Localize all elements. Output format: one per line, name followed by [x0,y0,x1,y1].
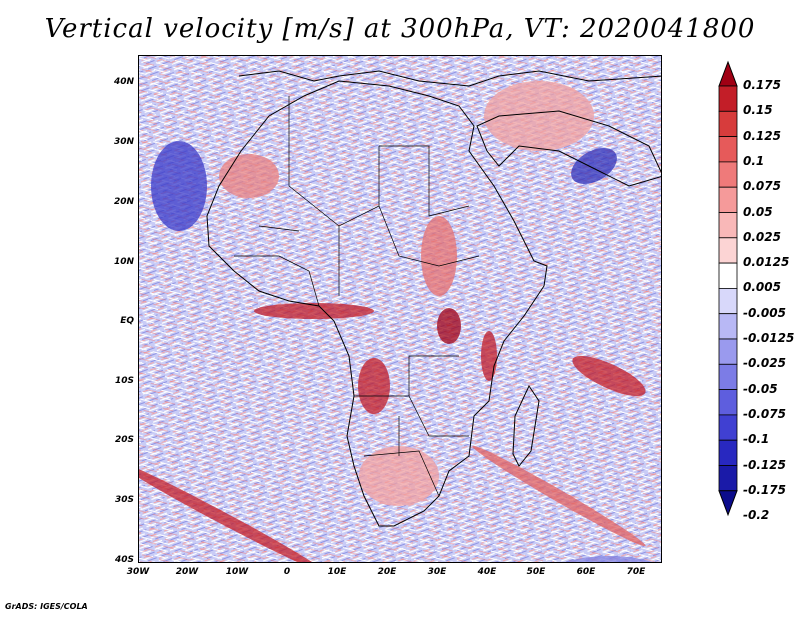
pos-region-ethiopia [421,216,457,296]
colorbar-segment [718,262,738,289]
colorbar-segment [718,161,738,188]
lon-tick-label: 60E [576,567,596,577]
lat-tick-label: 10N [113,257,134,267]
pos-band-equatorial-atlantic [254,303,374,319]
colorbar-tick-label: -0.05 [743,381,778,396]
border-3 [338,205,480,296]
country-borders [234,96,480,497]
colorbar-segment [718,212,738,239]
velocity-map [138,55,662,563]
colorbar-segment [718,287,738,315]
colorbar-segment [718,363,738,390]
colorbar-tick-label: -0.1 [743,432,770,447]
colorbar-segment [718,338,738,365]
plot-title: Vertical velocity [m/s] at 300hPa, VT: 2… [44,14,756,44]
coastlines [206,70,661,527]
lat-tick-label: 20N [113,197,134,207]
colorbar-segment [718,186,738,213]
colorbar-tick-label: 0.005 [743,280,781,295]
colorbar-tick-label: -0.2 [743,508,770,523]
border-6 [234,225,320,307]
lon-tick-label: 20W [175,567,199,577]
colorbar-tick-label: 0.075 [743,179,781,194]
lat-tick-label: 20S [114,435,134,445]
colorbar-segment [718,85,738,112]
map-canvas [139,56,661,562]
colorbar-segment [718,465,738,492]
lon-tick-label: 30E [427,567,447,577]
lon-tick-label: 40E [477,567,497,577]
lat-tick-label: 10S [114,376,134,386]
neg-region-atlantic-north [151,141,207,231]
colorbar-tick-label: -0.0125 [743,331,795,345]
colorbar-tick-label: 0.15 [743,103,773,118]
lon-tick-label: 10W [225,567,249,577]
lat-tick-label: 30S [114,495,134,505]
colorbar-tick-label: 0.175 [743,78,781,92]
pos-band-south-atlantic [139,459,325,562]
colorbar-segment [718,313,738,340]
lon-tick-label: 30W [126,567,150,577]
border-4 [354,355,469,437]
colorbar-segment [718,439,738,466]
lat-tick-label: 40N [113,77,134,87]
colorbar-segment [718,389,738,416]
lon-tick-label: 50E [526,567,546,577]
pos-region-middle-east [484,81,594,151]
colorbar-segment [718,414,738,441]
lon-tick-label: 20E [377,567,397,577]
colorbar [718,60,738,517]
arabia-asia-outline [476,110,661,187]
lat-tick-label: 30N [113,137,134,147]
colorbar-tick-label: -0.125 [743,457,786,472]
madagascar-outline [512,384,540,467]
border-2 [379,145,470,217]
colorbar-bottom-arrow [718,490,738,517]
colorbar-tick-label: 0.05 [743,204,773,219]
neg-region-arabian-sea [571,147,617,185]
pos-region-lake-victoria [437,308,461,344]
colorbar-segment [718,110,738,137]
colorbar-tick-label: 0.1 [743,153,765,168]
credit-text: GrADS: IGES/COLA [5,602,88,611]
pos-region-angola [358,358,390,414]
pos-region-tanzania-coast [481,331,497,381]
lon-tick-label: 0 [283,567,291,577]
colorbar-tick-label: -0.025 [743,356,786,371]
colorbar-segment [718,136,738,163]
border-5 [363,416,440,497]
colorbar-segment [718,237,738,264]
lat-tick-label: EQ [120,316,134,326]
lat-tick-label: 40S [114,555,134,565]
pos-region-sahara-west [219,154,279,198]
pos-band-southeast [472,445,646,547]
pos-band-indian-ocean [572,355,646,397]
lon-tick-label: 70E [626,567,646,577]
lon-tick-label: 10E [327,567,347,577]
colorbar-tick-label: -0.075 [743,406,786,421]
neg-region-south-indian [566,556,652,562]
colorbar-tick-label: 0.0125 [743,255,790,270]
africa-outline [206,80,548,527]
colorbar-top-arrow [718,60,738,87]
europe-coast [238,70,661,87]
colorbar-tick-label: 0.025 [743,229,781,244]
pos-region-southern-africa [359,446,439,506]
field-regions [139,81,652,562]
colorbar-tick-label: -0.175 [743,482,786,497]
colorbar-tick-label: 0.125 [743,128,781,143]
colorbar-tick-label: -0.005 [743,305,786,320]
